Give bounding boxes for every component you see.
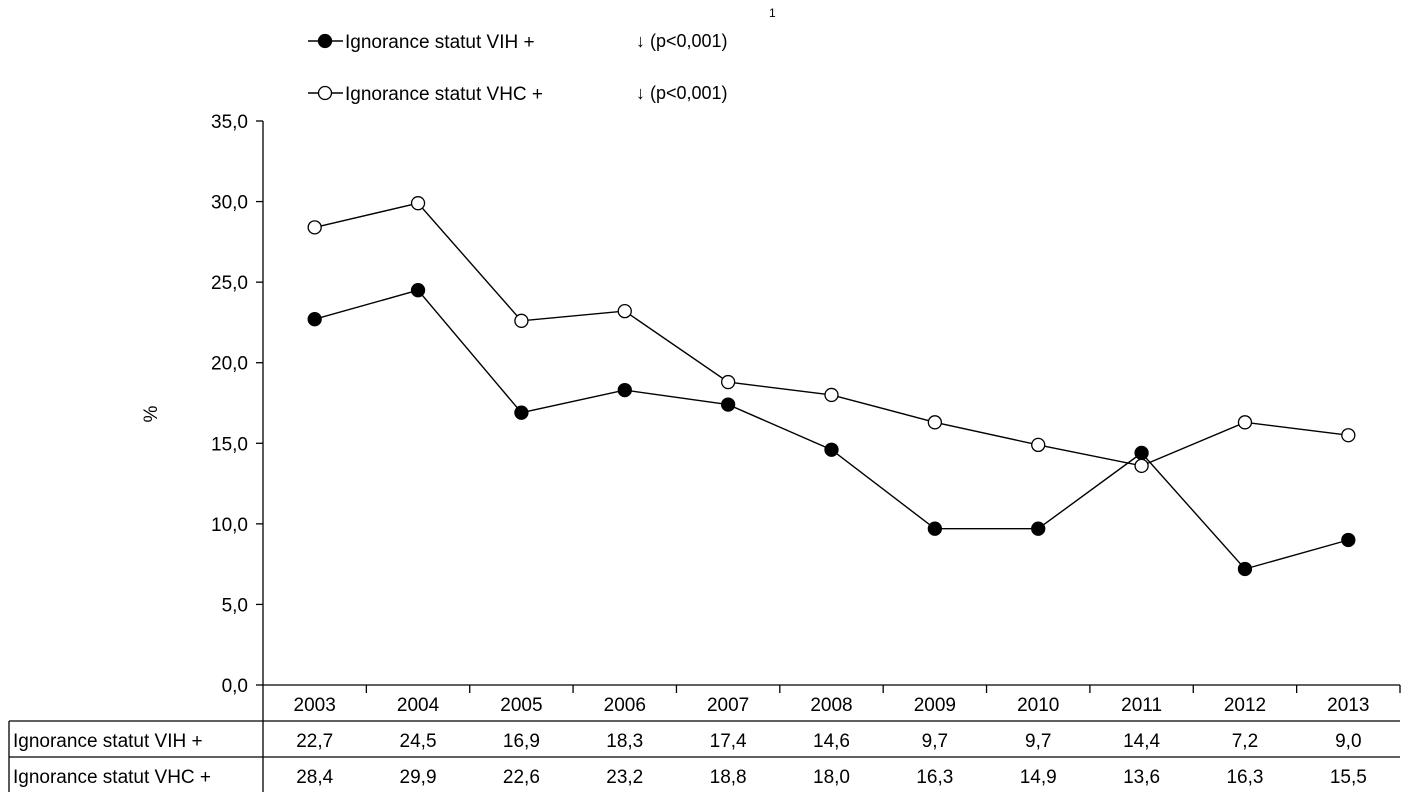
series-2 bbox=[307, 196, 1356, 473]
table-cell: 14,4 bbox=[1123, 731, 1160, 752]
table-cell: 16,9 bbox=[503, 731, 540, 752]
table-cell: 16,3 bbox=[1226, 767, 1263, 788]
data-point-filled bbox=[720, 397, 736, 412]
y-tick-label: 0,0 bbox=[222, 676, 248, 697]
y-tick-label: 10,0 bbox=[211, 515, 248, 536]
table-cell: 9,7 bbox=[1025, 731, 1051, 752]
table-cell: 14,6 bbox=[813, 731, 850, 752]
x-tick-label: 2005 bbox=[500, 695, 542, 716]
data-point-open bbox=[1341, 428, 1356, 443]
table-cell: 29,9 bbox=[400, 767, 437, 788]
data-point-filled bbox=[1341, 532, 1356, 548]
y-tick-label: 5,0 bbox=[222, 595, 248, 616]
table-cell: 16,3 bbox=[916, 767, 953, 788]
table-cell: 9,0 bbox=[1335, 731, 1361, 752]
y-tick-label: 25,0 bbox=[211, 273, 248, 294]
data-point-filled bbox=[824, 442, 839, 457]
y-axis-label: % bbox=[141, 405, 162, 422]
data-point-open bbox=[1031, 437, 1046, 453]
x-tick-label: 2006 bbox=[604, 695, 646, 716]
y-axis: 0,0 5,0 10,0 15,0 20,0 25,0 30,0 35,0 bbox=[211, 112, 264, 697]
table-cell: 18,8 bbox=[710, 767, 747, 788]
series-line bbox=[314, 202, 1349, 467]
y-tick-label: 15,0 bbox=[211, 434, 248, 455]
data-table: 2003 2004 2005 2006 2007 2008 2009 2010 2011 2012… bbox=[8, 684, 1401, 792]
table-row-label: Ignorance statut VIH + bbox=[13, 731, 203, 752]
legend: Ignorance statut VIH + ↓ (p<0,001)1Ignora… bbox=[308, 6, 776, 105]
legend-label: Ignorance statut VHC + bbox=[345, 84, 543, 105]
data-point-open bbox=[927, 415, 943, 430]
table-cell: 22,6 bbox=[503, 767, 540, 788]
x-tick-label: 2003 bbox=[294, 695, 336, 716]
data-point-filled bbox=[410, 283, 426, 298]
data-point-filled bbox=[514, 405, 529, 420]
x-tick-label: 2008 bbox=[810, 695, 852, 716]
x-tick-label: 2010 bbox=[1017, 695, 1059, 716]
legend-marker-open bbox=[317, 85, 333, 101]
x-tick-label: 2013 bbox=[1327, 695, 1369, 716]
legend-trend: ↓ (p<0,001) bbox=[636, 31, 728, 51]
table-cell: 18,3 bbox=[606, 731, 643, 752]
data-point-filled bbox=[617, 382, 632, 398]
y-tick-label: 35,0 bbox=[211, 112, 248, 133]
table-cell: 22,7 bbox=[296, 731, 333, 752]
data-point-open bbox=[824, 387, 839, 403]
data-point-filled bbox=[927, 521, 943, 536]
y-tick-label: 20,0 bbox=[211, 354, 248, 375]
data-point-filled bbox=[1031, 521, 1046, 536]
data-point-filled bbox=[1134, 445, 1149, 461]
y-tick-label: 30,0 bbox=[211, 193, 248, 214]
series-1 bbox=[307, 283, 1356, 577]
table-cell: 13,6 bbox=[1123, 767, 1160, 788]
data-point-open bbox=[617, 303, 632, 319]
data-point-filled bbox=[1237, 561, 1253, 577]
table-cell: 14,9 bbox=[1020, 767, 1057, 788]
data-point-open bbox=[1237, 415, 1253, 430]
data-point-filled bbox=[307, 312, 322, 327]
table-cell: 23,2 bbox=[606, 767, 643, 788]
legend-item-1: Ignorance statut VIH + ↓ (p<0,001) 1 bbox=[308, 6, 776, 53]
table-cell: 24,5 bbox=[400, 731, 437, 752]
series-layer bbox=[307, 196, 1356, 577]
legend-label: Ignorance statut VIH + bbox=[345, 32, 535, 53]
table-cell: 28,4 bbox=[296, 767, 333, 788]
data-point-open bbox=[514, 313, 529, 328]
x-tick-label: 2009 bbox=[914, 695, 956, 716]
data-point-open bbox=[307, 220, 322, 235]
table-cell: 17,4 bbox=[710, 731, 747, 752]
table-row-label: Ignorance statut VHC + bbox=[13, 767, 211, 788]
legend-marker-filled bbox=[317, 33, 333, 49]
x-tick-label: 2007 bbox=[707, 695, 749, 716]
table-cell: 15,5 bbox=[1330, 767, 1367, 788]
x-tick-label: 2011 bbox=[1121, 695, 1162, 716]
data-point-open bbox=[410, 196, 426, 211]
legend-item-2: Ignorance statut VHC + ↓ (p<0,001) bbox=[308, 83, 728, 105]
table-cell: 18,0 bbox=[813, 767, 850, 788]
x-tick-label: 2012 bbox=[1224, 695, 1266, 716]
table-cell: 9,7 bbox=[922, 731, 948, 752]
series-line bbox=[314, 289, 1349, 570]
legend-footnote-marker: 1 bbox=[769, 6, 776, 20]
x-tick-label: 2004 bbox=[397, 695, 440, 716]
table-cell: 7,2 bbox=[1232, 731, 1258, 752]
legend-trend: ↓ (p<0,001) bbox=[636, 83, 728, 103]
data-point-open bbox=[720, 374, 736, 390]
data-point-open bbox=[1134, 458, 1149, 473]
